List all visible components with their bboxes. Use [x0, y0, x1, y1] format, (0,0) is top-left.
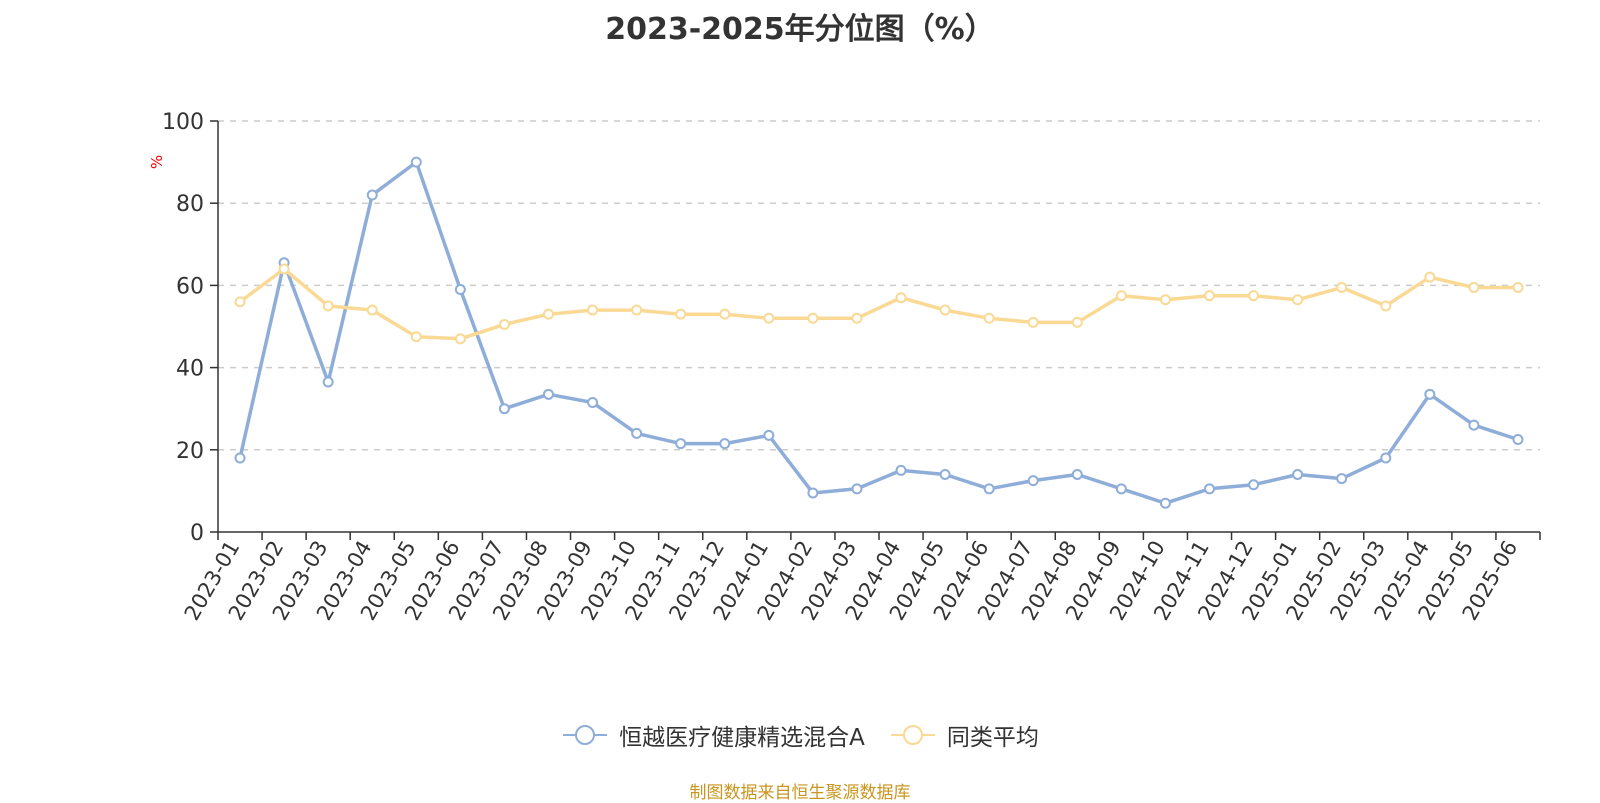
chart-title: 2023-2025年分位图（%）	[605, 12, 995, 47]
series-1-point	[587, 304, 599, 316]
series-0-point	[1468, 419, 1480, 431]
series-0-point	[807, 487, 819, 499]
chart-legend: 恒越医疗健康精选混合A 同类平均	[0, 718, 1600, 752]
series-1-point	[366, 304, 378, 316]
series-0-point	[1159, 497, 1171, 509]
series-0-point	[631, 427, 643, 439]
series-0-point	[1115, 483, 1127, 495]
series-1-point	[1424, 271, 1436, 283]
series-1-point	[1159, 294, 1171, 306]
y-tick-label: 100	[162, 110, 204, 135]
series-0-point	[1512, 434, 1524, 446]
series-1-point	[322, 300, 334, 312]
series-1-point	[939, 304, 951, 316]
series-0-point	[1071, 468, 1083, 480]
series-1-point	[1248, 290, 1260, 302]
legend-item-fund[interactable]: 恒越医疗健康精选混合A	[561, 718, 865, 752]
series-1-point	[895, 292, 907, 304]
series-0-point	[983, 483, 995, 495]
series-0-point	[939, 468, 951, 480]
series-0-point	[1248, 479, 1260, 491]
series-0-point	[543, 388, 554, 400]
series-0-point	[1027, 475, 1039, 487]
series-1-point	[675, 308, 687, 320]
series-1-point	[1071, 316, 1083, 328]
series-1-point	[543, 308, 554, 320]
series-1-point	[278, 263, 290, 275]
series-1-point	[983, 312, 995, 324]
y-axis-label: %	[148, 155, 166, 169]
series-0-point	[851, 483, 863, 495]
series-1-point	[1115, 290, 1127, 302]
y-tick-label: 40	[176, 357, 204, 382]
series-1-point	[1380, 300, 1392, 312]
y-tick-label: 20	[176, 439, 204, 464]
series-0-point	[1424, 388, 1436, 400]
series-1-point	[410, 331, 422, 343]
series-0-point	[234, 452, 246, 464]
series-0-point	[366, 189, 378, 201]
series-0-point	[454, 284, 466, 296]
series-1-point	[1468, 281, 1480, 293]
legend-marker-average-icon	[890, 725, 935, 745]
legend-item-average[interactable]: 同类平均	[889, 718, 1039, 752]
series-1-point	[851, 312, 863, 324]
series-1-point	[1292, 294, 1304, 306]
series-line-0	[238, 160, 1519, 505]
series-1-point	[234, 296, 246, 308]
series-0-point	[719, 438, 731, 450]
series-1-point	[498, 318, 510, 330]
series-1-point	[631, 304, 643, 316]
series-1-point	[1512, 281, 1524, 293]
series-1-point	[763, 312, 775, 324]
y-tick-label: 80	[176, 192, 204, 217]
series-0-point	[763, 429, 775, 441]
series-0-point	[322, 376, 334, 388]
series-0-point	[498, 403, 510, 415]
series-0-point	[675, 438, 687, 450]
legend-label-fund: 恒越医疗健康精选混合A	[619, 725, 865, 751]
series-1-point	[719, 308, 731, 320]
legend-label-average: 同类平均	[946, 725, 1039, 751]
series-0-point	[1204, 483, 1215, 495]
legend-marker-fund-icon	[563, 725, 608, 745]
series-1-point	[454, 333, 466, 345]
series-0-point	[1336, 473, 1348, 485]
series-0-point	[587, 397, 599, 409]
y-tick-label: 0	[190, 521, 204, 546]
series-0-point	[895, 464, 907, 476]
series-1-point	[1336, 281, 1348, 293]
series-1-point	[807, 312, 819, 324]
series-line-1	[238, 267, 1518, 341]
series-1-point	[1204, 290, 1215, 302]
series-0-point	[1380, 452, 1392, 464]
series-0-point	[1292, 468, 1304, 480]
y-tick-label: 60	[176, 274, 204, 299]
source-note: 制图数据来自恒生聚源数据库	[689, 783, 911, 803]
series-0-point	[410, 156, 422, 168]
series-1-point	[1027, 316, 1039, 328]
